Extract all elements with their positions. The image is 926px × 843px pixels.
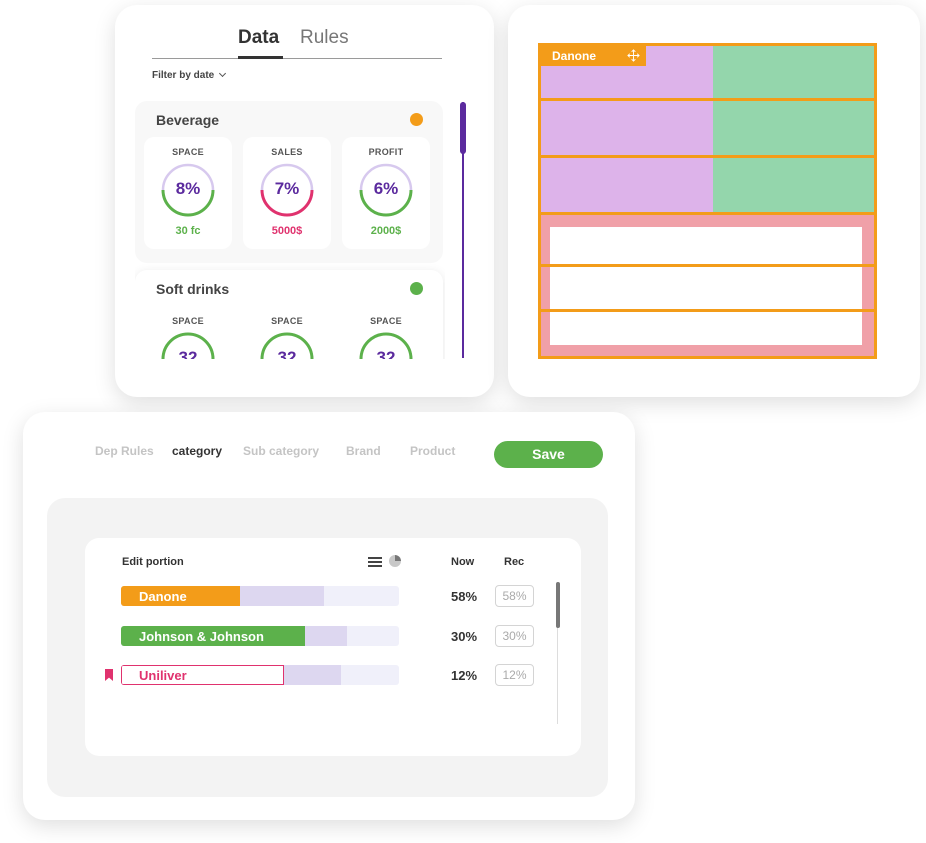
metric-label: SPACE bbox=[370, 316, 402, 326]
danone-tag-label: Danone bbox=[552, 49, 597, 63]
empty-slot[interactable] bbox=[550, 312, 862, 345]
metric-value: 7% bbox=[274, 179, 300, 198]
portion-scroll-track[interactable] bbox=[557, 582, 558, 724]
metric-value: 32 bbox=[178, 348, 198, 359]
now-value: 12% bbox=[451, 668, 478, 683]
danone-block[interactable] bbox=[541, 46, 713, 212]
category-card-beverage[interactable]: Beverage SPACE 8% 30 fc SALES 7% 5000$ bbox=[135, 101, 443, 263]
data-panel-card: Data Rules Filter by date Beverage SPACE… bbox=[115, 5, 494, 397]
rules-editor-card: Dep Rules category Sub category Brand Pr… bbox=[23, 412, 635, 820]
category-status-dot bbox=[410, 113, 423, 126]
metric-sub-value: 5000$ bbox=[271, 225, 303, 237]
current-portion-fill[interactable] bbox=[121, 586, 240, 606]
filter-label: Filter by date bbox=[152, 70, 215, 81]
sales-gauge bbox=[260, 163, 314, 217]
tab-rules[interactable]: Rules bbox=[300, 27, 349, 48]
bookmark-icon[interactable] bbox=[105, 669, 113, 681]
data-rules-tabs: Data Rules bbox=[152, 27, 442, 59]
space-gauge bbox=[161, 163, 215, 217]
portion-scrollbar[interactable] bbox=[556, 582, 560, 628]
space-gauge bbox=[359, 332, 413, 359]
metric-value: 6% bbox=[373, 179, 399, 198]
portion-row-uniliver: Uniliver 12% 12% bbox=[85, 664, 545, 687]
portion-bar[interactable] bbox=[121, 626, 399, 646]
metric-label: SPACE bbox=[172, 147, 204, 157]
active-tab-indicator bbox=[238, 56, 283, 59]
tab-brand[interactable]: Brand bbox=[346, 444, 381, 458]
metric-sub-value: 2000$ bbox=[370, 225, 402, 237]
empty-slot[interactable] bbox=[550, 227, 862, 264]
edit-portion-panel: Edit portion Now Rec Danone 58% 58% bbox=[85, 538, 581, 756]
shelf-divider bbox=[541, 98, 874, 101]
tab-product[interactable]: Product bbox=[410, 444, 456, 458]
save-button[interactable]: Save bbox=[494, 441, 603, 468]
portion-editor-area: Edit portion Now Rec Danone 58% 58% bbox=[47, 498, 608, 797]
now-value: 30% bbox=[451, 629, 478, 644]
category-scrollbar[interactable] bbox=[460, 102, 466, 154]
metric-value: 32 bbox=[277, 348, 297, 359]
tab-dep-rules[interactable]: Dep Rules bbox=[95, 444, 154, 458]
danone-tag[interactable]: Danone bbox=[541, 46, 646, 66]
metric-label: SALES bbox=[271, 147, 303, 157]
metric-sub-value: 30 fc bbox=[175, 225, 201, 237]
space-gauge bbox=[260, 332, 314, 359]
metric-space: SPACE 8% 30 fc bbox=[144, 137, 232, 249]
category-card-soft-drinks[interactable]: Soft drinks SPACE 32 SPACE 32 SPACE bbox=[135, 270, 443, 359]
metric-label: SPACE bbox=[271, 316, 303, 326]
column-rec-header: Rec bbox=[504, 556, 525, 568]
brand-label: Danone bbox=[139, 589, 187, 604]
planogram-card: Danone bbox=[508, 5, 920, 397]
portion-row-johnson-johnson: Johnson & Johnson 30% 30% bbox=[85, 625, 545, 648]
profit-gauge bbox=[359, 163, 413, 217]
category-scroll-track[interactable] bbox=[462, 102, 464, 358]
tab-category[interactable]: category bbox=[172, 444, 223, 458]
space-gauge bbox=[161, 332, 215, 359]
portion-row-danone: Danone 58% 58% bbox=[85, 585, 545, 608]
metric-space: SPACE 32 bbox=[342, 306, 430, 359]
column-now-header: Now bbox=[451, 556, 475, 568]
metric-space: SPACE 32 bbox=[144, 306, 232, 359]
category-title: Soft drinks bbox=[156, 281, 230, 297]
johnson-johnson-block[interactable] bbox=[713, 46, 874, 212]
shelf-divider bbox=[541, 309, 874, 312]
metric-value: 32 bbox=[376, 348, 396, 359]
now-value: 58% bbox=[451, 589, 478, 604]
move-icon[interactable] bbox=[627, 49, 640, 62]
brand-label: Johnson & Johnson bbox=[139, 629, 264, 644]
rec-value-input[interactable]: 30% bbox=[495, 625, 534, 647]
tab-sub-category[interactable]: Sub category bbox=[243, 444, 320, 458]
category-list: Beverage SPACE 8% 30 fc SALES 7% 5000$ bbox=[135, 101, 445, 359]
portion-bar[interactable] bbox=[121, 586, 399, 606]
chevron-down-icon bbox=[219, 69, 227, 78]
metric-value: 8% bbox=[175, 179, 201, 198]
current-portion-fill[interactable] bbox=[121, 626, 305, 646]
edit-portion-title: Edit portion bbox=[122, 556, 184, 568]
planogram-shelf: Danone bbox=[538, 43, 877, 359]
brand-label: Uniliver bbox=[139, 668, 187, 683]
rec-value-input[interactable]: 12% bbox=[495, 664, 534, 686]
portion-bar[interactable] bbox=[121, 665, 399, 685]
shelf-divider bbox=[541, 212, 874, 215]
metric-label: SPACE bbox=[172, 316, 204, 326]
metric-space: SPACE 32 bbox=[243, 306, 331, 359]
metric-label: PROFIT bbox=[368, 147, 404, 157]
shelf-divider bbox=[541, 264, 874, 267]
metric-sales: SALES 7% 5000$ bbox=[243, 137, 331, 249]
pie-chart-icon[interactable] bbox=[389, 555, 401, 567]
category-title: Beverage bbox=[156, 112, 220, 128]
rec-value-input[interactable]: 58% bbox=[495, 585, 534, 607]
empty-slot[interactable] bbox=[550, 267, 862, 309]
list-view-icon[interactable] bbox=[368, 557, 382, 567]
category-status-dot bbox=[410, 282, 423, 295]
filter-by-date-dropdown[interactable]: Filter by date bbox=[152, 69, 227, 81]
tab-data[interactable]: Data bbox=[238, 27, 280, 48]
current-portion-fill[interactable] bbox=[121, 665, 284, 685]
shelf-divider bbox=[541, 155, 874, 158]
metric-profit: PROFIT 6% 2000$ bbox=[342, 137, 430, 249]
